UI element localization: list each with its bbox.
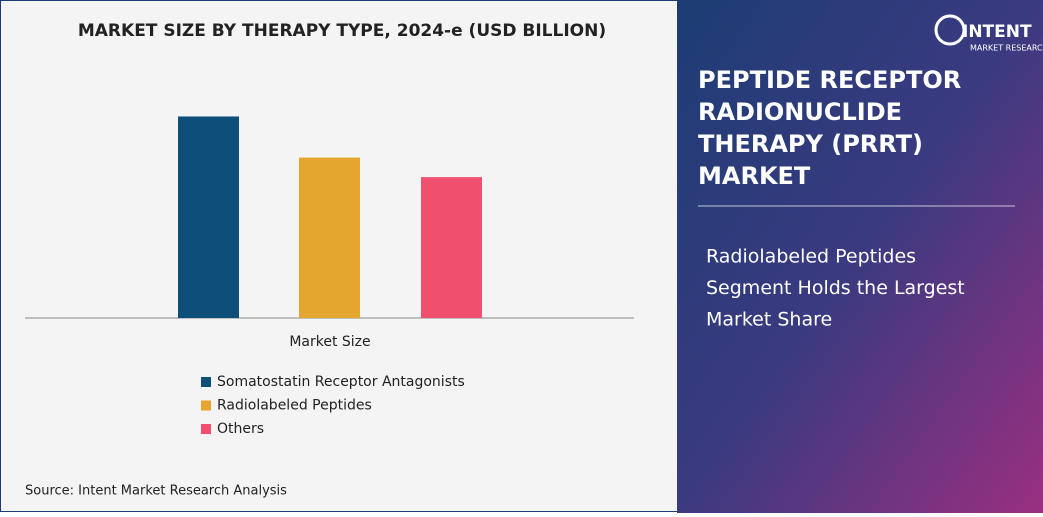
bar	[178, 116, 239, 318]
heading: THERAPY (PRRT)	[698, 130, 923, 158]
legend-label: Radiolabeled Peptides	[217, 398, 372, 414]
legend-swatch	[201, 424, 211, 434]
legend-swatch	[201, 377, 211, 387]
bar	[421, 177, 482, 318]
legend-label: Others	[217, 421, 264, 437]
heading: MARKET	[698, 162, 811, 190]
subtext: Market Share	[706, 309, 832, 331]
legend-label: Somatostatin Receptor Antagonists	[217, 374, 465, 390]
heading: PEPTIDE RECEPTOR	[698, 66, 961, 94]
subtext: Segment Holds the Largest	[706, 277, 965, 299]
side-panel	[677, 0, 1043, 513]
subtext: Radiolabeled Peptides	[706, 246, 916, 268]
x-tick-label: Market Size	[289, 334, 370, 350]
bar	[299, 157, 360, 318]
logo: INTENT	[962, 22, 1032, 42]
logo-sub: MARKET RESEARCH	[970, 44, 1043, 53]
heading: RADIONUCLIDE	[698, 98, 902, 126]
chart-title: MARKET SIZE BY THERAPY TYPE, 2024-e (USD…	[78, 21, 606, 41]
logo-icon	[934, 14, 966, 46]
source: Source: Intent Market Research Analysis	[25, 484, 287, 499]
legend-swatch	[201, 400, 211, 411]
